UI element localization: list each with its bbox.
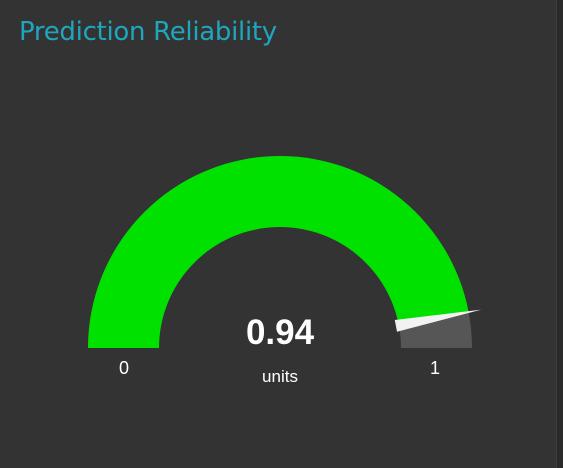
- gauge-max-label: 1: [430, 358, 440, 378]
- gauge-value-label: 0.94: [246, 313, 315, 352]
- panel-edge: [556, 0, 563, 468]
- gauge-min-label: 0: [119, 358, 129, 378]
- gauge-value-arc: [88, 155, 469, 348]
- gauge-needle: [394, 309, 482, 332]
- gauge-units-label: units: [262, 367, 298, 386]
- panel-title: Prediction Reliability: [19, 17, 277, 47]
